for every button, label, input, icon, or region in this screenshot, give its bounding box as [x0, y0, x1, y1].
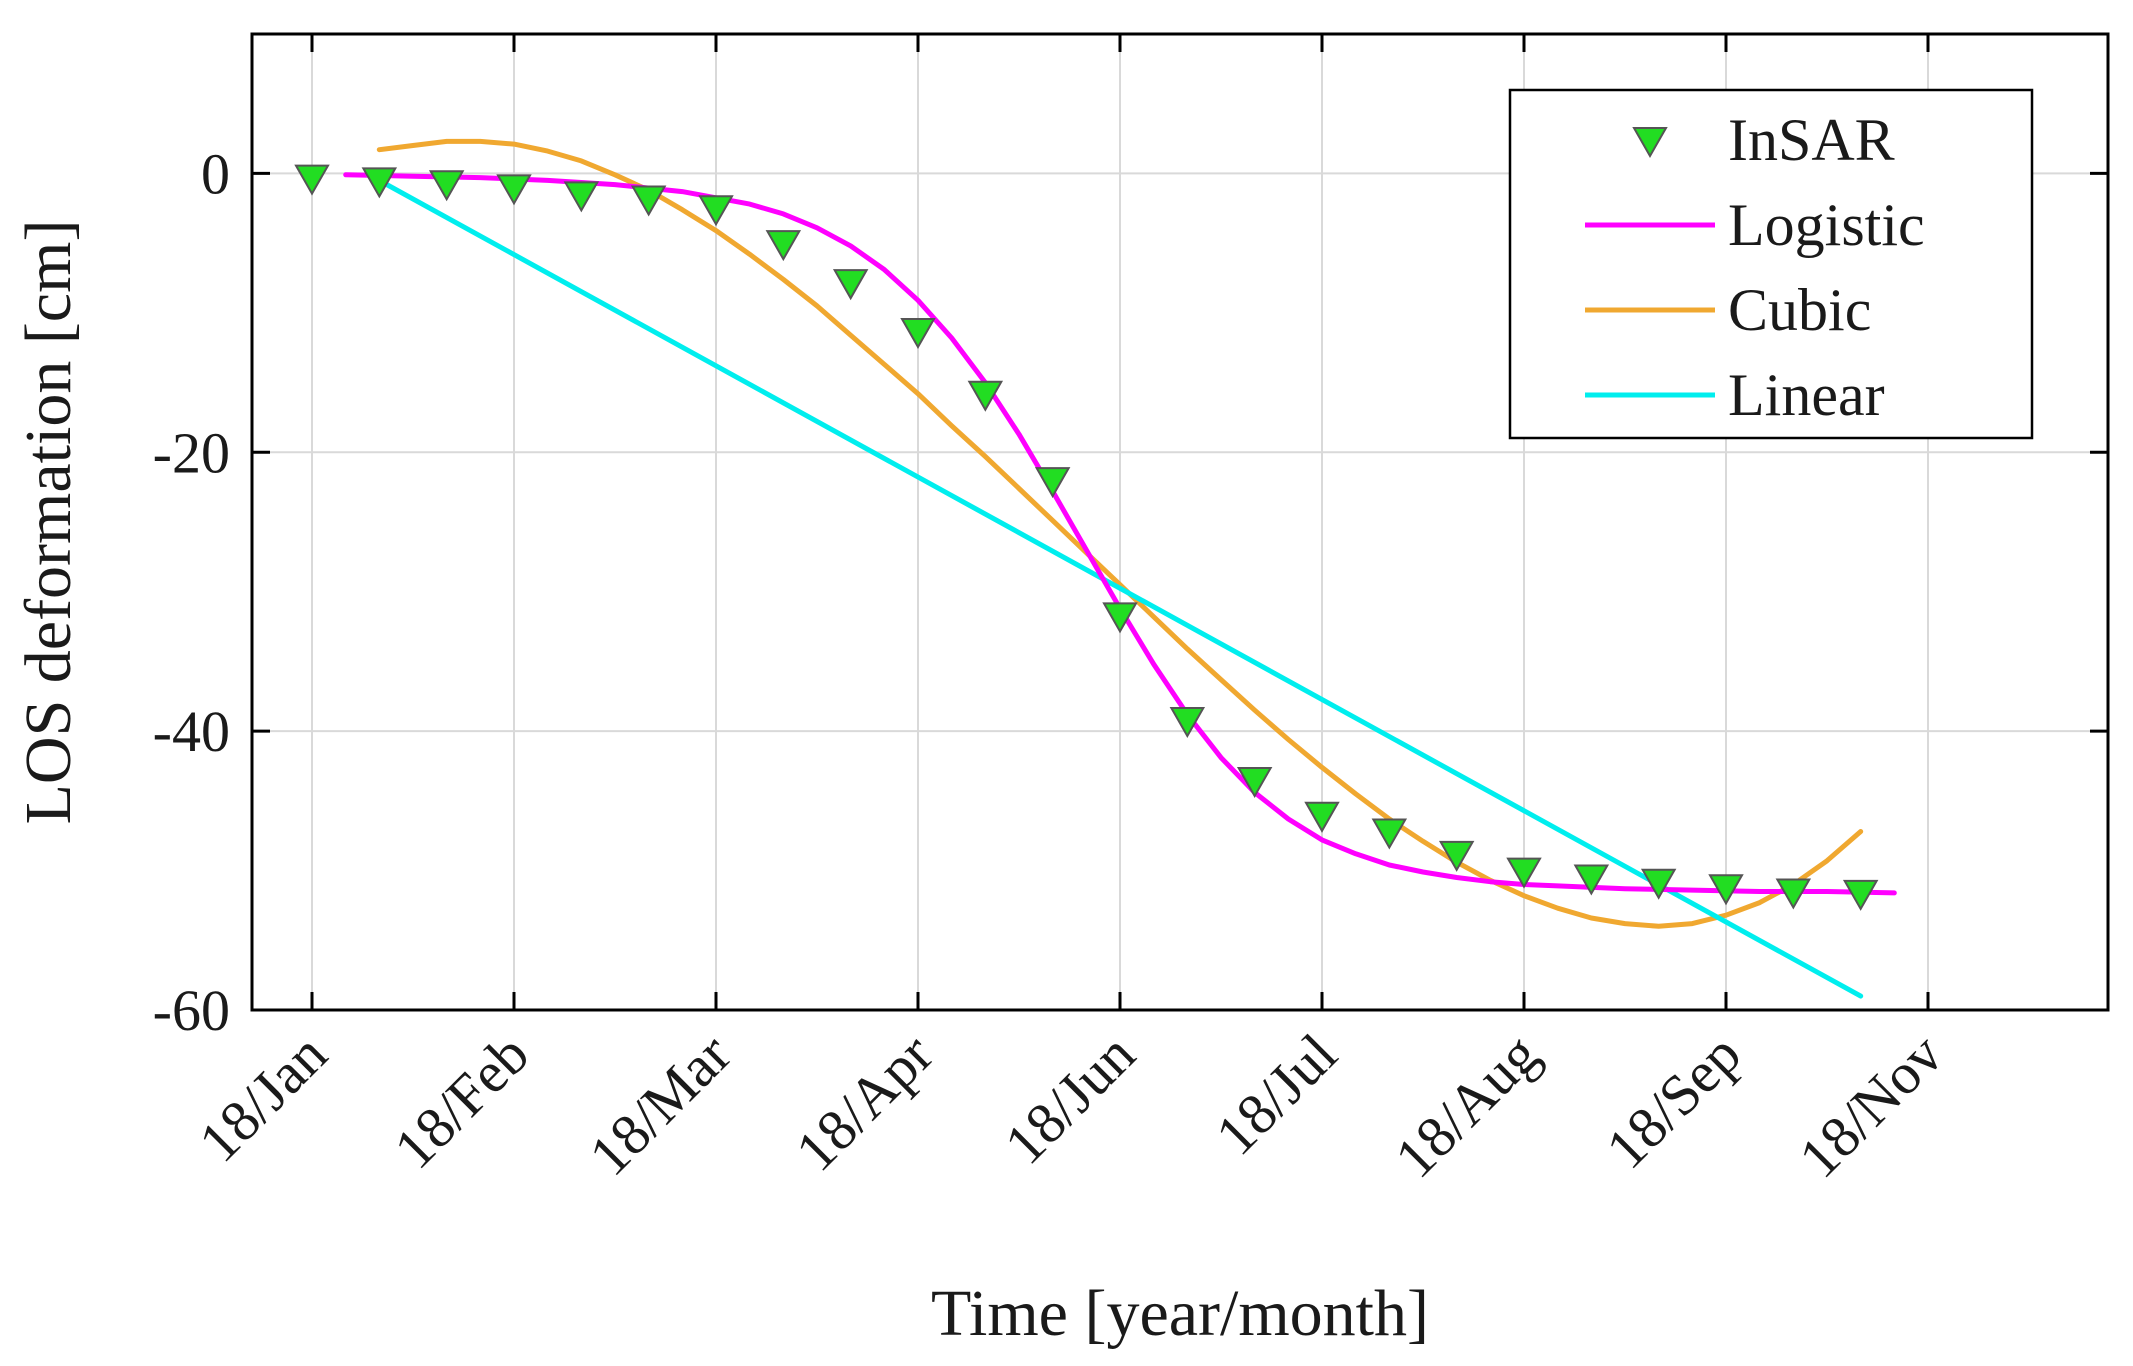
- cubic-series-line: [376, 138, 1864, 929]
- x-tick-label: 18/Mar: [576, 1021, 743, 1188]
- insar-point: [900, 317, 936, 349]
- series-lines: [343, 138, 1897, 999]
- insar-point: [1371, 818, 1408, 850]
- insar-point: [630, 185, 667, 217]
- insar-point: [1775, 878, 1812, 910]
- insar-point: [1169, 706, 1206, 739]
- x-tick-label: 18/Feb: [381, 1021, 541, 1181]
- x-tick-label: 18/Jun: [992, 1021, 1147, 1176]
- legend-label-linear: Linear: [1728, 362, 1885, 428]
- insar-point: [1102, 602, 1138, 634]
- plot-frame: [250, 32, 2110, 1012]
- insar-point: [967, 380, 1004, 412]
- y-tick-label: -60: [153, 978, 230, 1043]
- insar-point: [765, 230, 802, 262]
- legend-label-cubic: Cubic: [1728, 277, 1871, 343]
- insar-point: [1304, 801, 1340, 833]
- insar-point: [1573, 864, 1610, 896]
- y-tick-label: -40: [153, 699, 230, 764]
- insar-point: [698, 195, 734, 227]
- insar-point: [1438, 840, 1475, 872]
- x-tick-label: 18/Jul: [1203, 1021, 1349, 1167]
- insar-point: [832, 269, 869, 301]
- insar-markers: [294, 164, 1879, 911]
- x-tick-label: 18/Sep: [1593, 1021, 1753, 1181]
- y-axis-title: LOS deformation [cm]: [12, 220, 85, 825]
- insar-point: [1034, 467, 1071, 499]
- insar-point: [428, 170, 465, 202]
- x-axis-title: Time [year/month]: [931, 1277, 1429, 1350]
- insar-point: [1708, 874, 1744, 906]
- x-tick-label: 18/Nov: [1786, 1021, 1955, 1190]
- y-tick-label: -20: [153, 420, 230, 485]
- linear-series-line: [376, 177, 1864, 999]
- legend-label-logistic: Logistic: [1728, 192, 1925, 258]
- insar-point: [294, 164, 330, 196]
- insar-point: [1640, 868, 1677, 900]
- insar-point: [496, 174, 532, 206]
- x-tick-label: 18/Aug: [1382, 1021, 1551, 1190]
- insar-point: [1236, 766, 1273, 798]
- logistic-series-line: [343, 172, 1897, 896]
- legend: InSAR Logistic Cubic Linear: [1508, 88, 2034, 440]
- legend-insar-marker-icon: [1632, 127, 1668, 159]
- x-tick-label: 18/Apr: [783, 1021, 945, 1183]
- insar-point: [563, 181, 600, 213]
- insar-point: [361, 167, 398, 199]
- x-tick-label: 18/Jan: [186, 1021, 339, 1174]
- y-tick-label: 0: [201, 141, 230, 206]
- legend-label-insar: InSAR: [1728, 107, 1895, 173]
- insar-point: [1842, 879, 1879, 911]
- insar-point: [1506, 857, 1542, 889]
- legend-box: [1508, 88, 2034, 440]
